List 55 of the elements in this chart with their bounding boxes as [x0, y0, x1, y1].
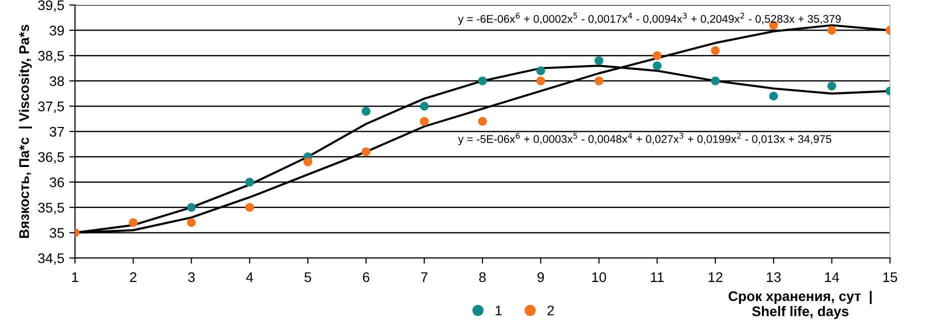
point: [245, 203, 254, 212]
point: [536, 66, 546, 76]
point: [710, 46, 720, 55]
x-tick-label: 1: [72, 272, 78, 282]
x-tick-label: 8: [479, 272, 486, 282]
x-tick-label: 14: [825, 272, 840, 282]
legend-label: 1: [496, 306, 502, 316]
point: [652, 51, 662, 60]
x-tick-label: 12: [708, 272, 722, 282]
point: [128, 218, 138, 227]
y-tick-label: 38: [50, 76, 64, 86]
point: [420, 116, 429, 126]
y-tick-label: 36: [50, 177, 64, 188]
point: [710, 76, 720, 86]
x-tick-label: 10: [592, 272, 606, 282]
x-tick-label: 7: [421, 272, 428, 282]
point: [827, 26, 836, 35]
y-tick-label: 39: [50, 26, 64, 36]
point: [827, 82, 836, 90]
point: [420, 102, 429, 111]
x-tick-label: 11: [650, 272, 664, 282]
x-tick-label: 13: [766, 272, 781, 282]
text: y = -5E-06x$^{6}$ + 0,0003x$^{5}$ - 0,0048x$^{4}$ + 0,027x$^{3}$ + 0,0199x$^{2}$ - 0,013x + 34,975: [458, 132, 832, 146]
point: [187, 218, 196, 227]
point: [769, 92, 778, 100]
y-tick-label: 35,5: [38, 202, 64, 214]
point: [536, 76, 546, 86]
point: [303, 157, 312, 166]
point: [245, 178, 254, 186]
point: [594, 76, 604, 86]
x-axis-title: Срок хранения, сут | Shelf life, days: [728, 290, 872, 319]
point: [362, 147, 370, 156]
point: [478, 116, 487, 126]
point: [652, 61, 662, 70]
point: [478, 76, 487, 86]
x-tick-label: 9: [538, 272, 544, 282]
y-tick-label: 37: [50, 126, 64, 137]
y-tick-label: 34,5: [38, 253, 64, 265]
x-tick-label: 5: [304, 272, 312, 282]
y-axis-title: Вязкость, Па*с | Viscosity, Pa*s: [18, 24, 32, 238]
x-tick-label: 3: [188, 272, 195, 282]
x-tick-label: 2: [130, 272, 136, 282]
y-tick-label: 35: [50, 228, 64, 238]
y-tick-label: 37,5: [38, 102, 64, 114]
point: [594, 56, 604, 66]
y-tick-label: 38,5: [38, 50, 64, 62]
y-tick-label: 39,5: [38, 0, 64, 12]
x-tick-label: 15: [883, 272, 898, 282]
x-tick-label: 4: [246, 272, 254, 282]
x-tick-label: 6: [362, 272, 370, 282]
y-tick-label: 36,5: [38, 152, 64, 164]
point: [362, 106, 370, 116]
legend-label: 2: [548, 306, 554, 316]
point: [187, 203, 196, 212]
text: y = -6E-06x$^{6}$ + 0,0002x$^{5}$ - 0,0017x$^{4}$ - 0,0094x$^{3}$ + 0,2049x$^{2}$ - 0,5283x + 35,379: [458, 12, 841, 26]
